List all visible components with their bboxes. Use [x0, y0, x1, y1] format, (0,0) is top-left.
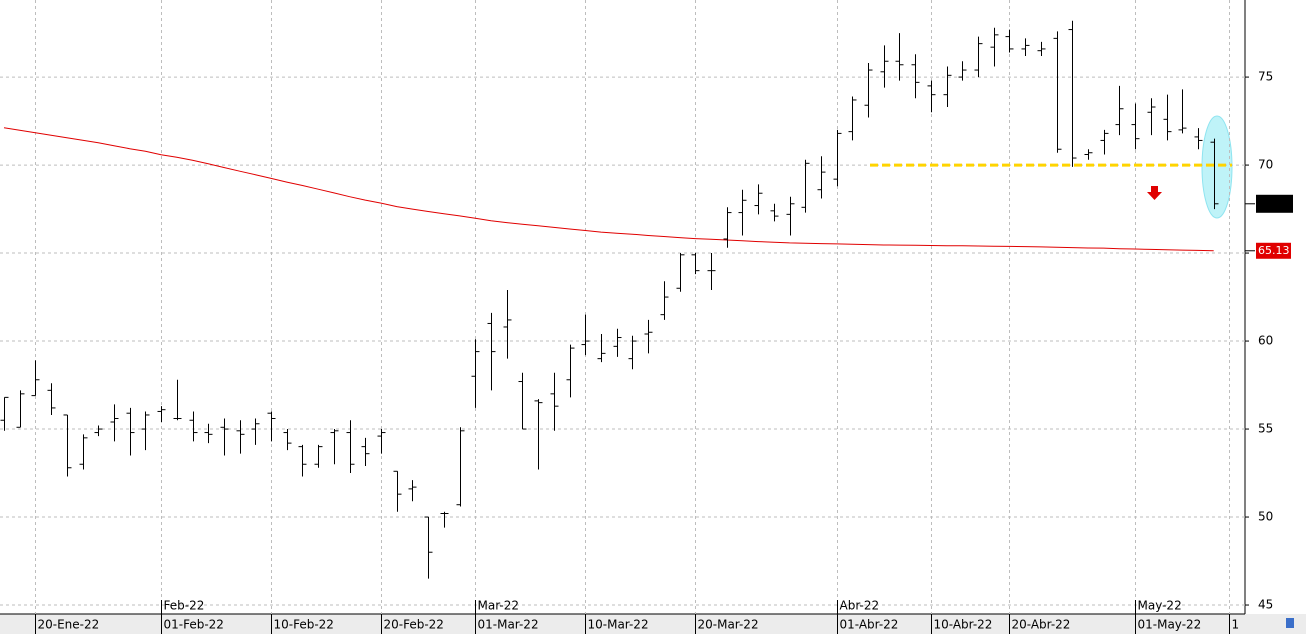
x-axis-band: [0, 614, 1306, 634]
month-label: Abr-22: [840, 599, 880, 613]
down-arrow: [1147, 186, 1162, 200]
highlight-ellipse: [1201, 115, 1233, 219]
y-tick-label: 45: [1258, 598, 1273, 612]
corner-icon: [1286, 618, 1294, 628]
ma-tag: [1256, 242, 1291, 259]
x-tick-label: 01-Abr-22: [840, 618, 899, 632]
x-tick-label: 01-Mar-22: [478, 618, 539, 632]
x-tick-label: 01-Feb-22: [164, 618, 224, 632]
y-tick-label: 50: [1258, 510, 1273, 524]
x-tick-label: 10-Abr-22: [934, 618, 993, 632]
x-tick-label: 01-May-22: [1138, 618, 1202, 632]
y-tick-label: 55: [1258, 422, 1273, 436]
x-tick-label: 20-Abr-22: [1012, 618, 1071, 632]
x-tick-label: 10-Mar-22: [588, 618, 649, 632]
x-tick-label: 1: [1232, 618, 1240, 632]
x-tick-label: 20-Ene-22: [38, 618, 100, 632]
ma-tag-label: 65.13: [1258, 244, 1290, 257]
y-tick-label: 60: [1258, 334, 1273, 348]
month-label: Feb-22: [164, 599, 205, 613]
x-tick-label: 20-Mar-22: [698, 618, 759, 632]
x-tick-label: 10-Feb-22: [274, 618, 334, 632]
month-label: May-22: [1138, 599, 1182, 613]
last-price-tag: [1256, 194, 1293, 213]
month-label: Mar-22: [478, 599, 519, 613]
x-tick-label: 20-Feb-22: [384, 618, 444, 632]
y-tick-label: 75: [1258, 70, 1273, 84]
y-tick-label: 70: [1258, 158, 1273, 172]
moving-average: [3, 127, 1214, 252]
